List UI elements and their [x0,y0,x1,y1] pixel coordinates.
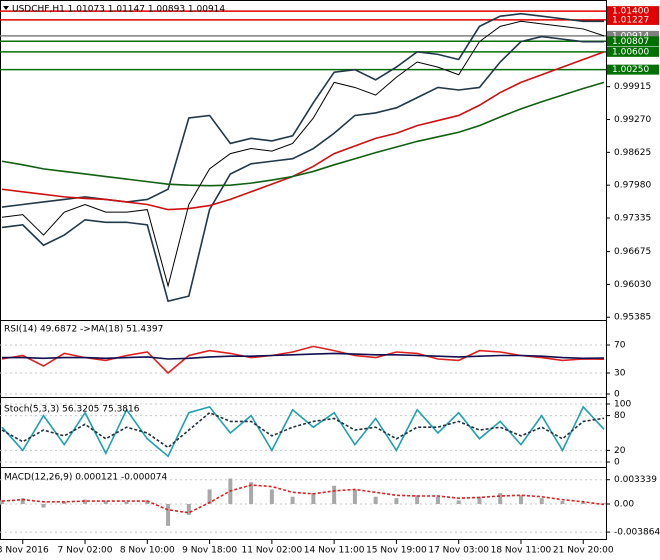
y-tick-label: 0.99915 [614,82,651,92]
series-line [2,352,605,360]
histogram-bar [41,504,46,508]
histogram-bar [20,498,25,504]
price-label-box [607,36,659,47]
series-line [1,484,605,514]
histogram-bar [581,502,586,504]
y-tick-label: 0 [614,458,620,468]
histogram-bar [207,489,212,504]
x-tick-label: 7 Nov 02:00 [58,546,113,556]
y-tick-label: 20 [614,446,626,456]
series-line [1,12,604,208]
price-label: 1.00807 [612,37,649,47]
series-line [1,345,605,375]
price-label: 1.01227 [612,15,649,25]
histogram-bar [456,500,461,504]
histogram-bar [477,496,482,504]
histogram-bar [83,499,88,504]
series-line [1,405,605,458]
price-label-box [607,46,659,57]
histogram-bar [249,482,254,504]
x-tick-label: 14 Nov 11:00 [304,546,365,556]
y-tick-label: -0.003864 [614,528,660,538]
series-line [1,51,605,211]
histogram-bar [373,496,378,504]
histogram-bar [166,504,171,526]
price-label-box [607,6,659,17]
histogram-bar [518,495,523,504]
y-tick-label: 0.98625 [614,148,651,158]
histogram-bar [352,489,357,504]
y-tick-label: 70 [614,341,626,351]
price-label-box [607,64,659,75]
y-tick-label: 0 [614,390,620,400]
histogram-bar [0,500,4,504]
histogram-bar [435,496,440,504]
series-line [1,35,604,303]
x-tick-label: 18 Nov 11:00 [491,546,552,556]
x-tick-label: 21 Nov 20:00 [553,546,614,556]
histogram-bar [124,501,129,504]
histogram-bar [269,489,274,504]
x-tick-label: 8 Nov 10:00 [120,546,175,556]
y-tick-label: 0.96675 [614,247,651,257]
histogram-bar [290,496,295,504]
x-tick-label: 15 Nov 19:00 [366,546,427,556]
histogram-bar [186,504,191,515]
price-label: 1.00250 [612,65,649,75]
y-tick-label: 0.00 [614,500,634,510]
price-label-box [607,30,659,41]
histogram-bar [311,493,316,504]
x-tick-label: 3 Nov 2016 [0,546,49,556]
x-tick-label: 9 Nov 18:00 [182,546,237,556]
series-line [1,81,605,187]
x-tick-label: 17 Nov 03:00 [428,546,489,556]
price-label: 1.00600 [612,47,649,57]
y-tick-label: 100 [614,400,631,410]
y-tick-label: 0.97335 [614,213,651,223]
panel-title: MACD(12,26,9) 0.000121 -0.000074 [4,473,167,483]
price-label-box [607,14,659,25]
series-line [1,20,605,288]
y-tick-label: 0.96030 [614,280,651,290]
frame [0,0,607,540]
panel-title: Stoch(5,3,3) 56.3205 75.3816 [4,405,140,415]
panel-title: USDCHF,H1 1.01073 1.01147 1.00893 1.0091… [12,5,225,15]
y-tick-label: 0.99270 [614,115,651,125]
histogram-bar [560,501,565,504]
y-tick-label: 0.97980 [614,181,651,191]
price-label: 1.01400 [612,7,649,17]
histogram-bar [62,501,67,504]
histogram-bar [332,485,337,504]
histogram-bar [415,495,420,504]
y-tick-label: 0.95385 [614,313,651,323]
histogram-bar [103,501,108,504]
y-tick-label: 0.003339 [614,475,657,485]
x-tick-label: 11 Nov 02:00 [242,546,303,556]
histogram-bar [498,493,503,504]
panel-title: RSI(14) 49.6872 ->MA(18) 51.4397 [4,325,163,335]
histogram-bar [145,500,150,504]
menu-arrow [3,6,9,10]
y-tick-label: 30 [614,369,626,379]
y-tick-label: 80 [614,411,626,421]
histogram-bar [394,498,399,504]
histogram-bar [539,498,544,504]
histogram-bar [602,503,606,504]
